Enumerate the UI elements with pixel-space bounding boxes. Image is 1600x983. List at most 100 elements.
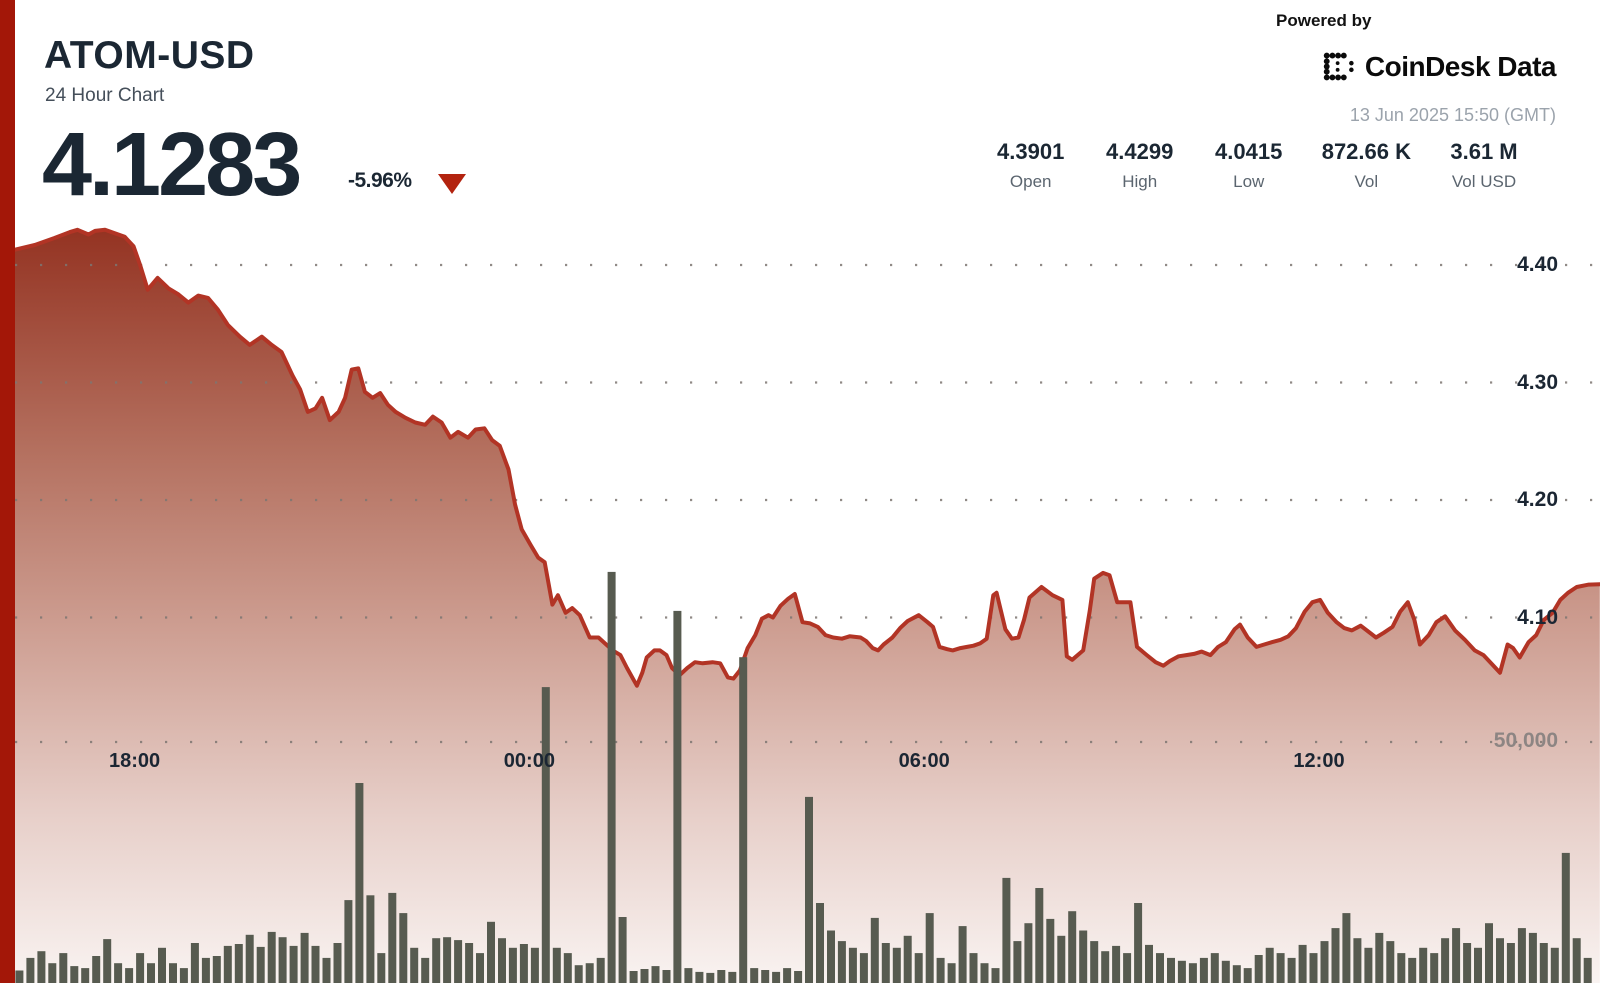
volume-bar: [1583, 957, 1592, 983]
volume-bar: [837, 941, 846, 983]
volume-bar: [256, 946, 265, 983]
stat-high-value: 4.4299: [1106, 139, 1174, 164]
volume-bar: [585, 963, 594, 983]
volume-bar: [114, 963, 123, 983]
stat-vol-usd-value: 3.61 M: [1450, 139, 1518, 164]
volume-bar: [1221, 960, 1230, 983]
x-axis-label: 00:00: [503, 750, 555, 772]
x-axis-label: 18:00: [108, 750, 161, 772]
volume-bar: [1057, 935, 1066, 983]
volume-bar: [629, 971, 638, 983]
volume-bar: [245, 934, 254, 983]
stat-open-label: Open: [1009, 172, 1052, 191]
x-axis-label: 12:00: [1293, 750, 1345, 772]
volume-bar: [563, 953, 572, 983]
volume-bar: [695, 971, 704, 983]
volume-bar: [267, 931, 276, 983]
volume-bar: [487, 921, 495, 983]
volume-bar: [1276, 953, 1285, 983]
volume-bar: [421, 957, 430, 983]
volume-bar: [1397, 953, 1406, 983]
left-accent-bar: [0, 0, 15, 983]
volume-bar: [991, 968, 1000, 983]
volume-bar: [1375, 932, 1384, 983]
volume-bar: [311, 945, 320, 983]
volume-bar: [772, 971, 781, 983]
y-axis-price-label: 4.30: [1517, 370, 1558, 394]
volume-bar: [432, 938, 441, 983]
volume-bar: [169, 963, 177, 983]
volume-bar: [179, 968, 188, 983]
stat-low-label: Low: [1233, 172, 1265, 191]
volume-bar: [980, 963, 989, 983]
stat-low: 4.0415 Low: [1213, 139, 1285, 192]
volume-bar: [454, 940, 463, 983]
volume-bar: [70, 966, 79, 983]
volume-bar: [1419, 947, 1428, 983]
volume-bar: [48, 963, 57, 983]
stat-low-value: 4.0415: [1215, 139, 1283, 164]
volume-bar: [1265, 947, 1274, 983]
volume-bar: [651, 966, 660, 983]
volume-bar: [958, 926, 967, 983]
volume-bar: [1496, 938, 1504, 983]
page-title-symbol: ATOM-USD: [44, 34, 255, 77]
volume-bar: [1342, 913, 1351, 983]
volume-bar: [410, 947, 419, 983]
volume-bar: [476, 953, 484, 983]
volume-bar: [465, 943, 474, 983]
volume-bar: [1232, 965, 1241, 983]
stat-vol-usd: 3.61 M Vol USD: [1448, 139, 1520, 192]
volume-bar: [377, 953, 386, 983]
coindesk-data-logo: CoinDesk Data: [1322, 50, 1557, 83]
volume-bar: [1452, 928, 1461, 983]
volume-bar: [388, 892, 397, 983]
volume-bar: [1024, 923, 1033, 983]
volume-bar: [1561, 852, 1570, 983]
volume-bar: [662, 970, 671, 983]
volume-bar: [399, 913, 408, 983]
volume-bar: [322, 957, 331, 983]
volume-bar: [1254, 955, 1263, 983]
volume-bar: [1463, 943, 1472, 983]
volume-bar: [1177, 960, 1186, 983]
stat-vol-label: Vol: [1354, 172, 1379, 191]
volume-bar: [596, 957, 605, 983]
volume-bar: [1528, 932, 1537, 983]
volume-bar: [1309, 953, 1318, 983]
volume-bar: [618, 917, 627, 983]
volume-bar: [1517, 928, 1526, 983]
volume-bar: [640, 969, 649, 983]
volume-bar: [300, 932, 309, 983]
volume-bar: [333, 943, 342, 983]
volume-bar: [125, 968, 134, 983]
volume-bar: [1002, 877, 1011, 983]
volume-bar: [1353, 938, 1362, 983]
coindesk-logo-icon: [1322, 50, 1358, 83]
stat-high: 4.4299 High: [1104, 139, 1176, 192]
price-area-fill: [15, 229, 1600, 983]
volume-bar: [1035, 888, 1044, 983]
chart-timestamp: 13 Jun 2025 15:50 (GMT): [1349, 105, 1556, 125]
volume-bar: [969, 953, 978, 983]
volume-bar: [684, 968, 693, 983]
volume-bar: [1013, 941, 1022, 983]
volume-bar: [147, 963, 155, 983]
volume-bar: [1539, 943, 1548, 983]
stat-high-label: High: [1122, 172, 1158, 191]
volume-bar: [81, 968, 90, 983]
price-change-percent: -5.96%: [348, 169, 412, 192]
volume-bar: [805, 796, 813, 983]
volume-bar: [552, 947, 561, 983]
volume-bar: [59, 953, 68, 983]
volume-bar: [366, 895, 375, 983]
volume-bar: [827, 930, 835, 983]
volume-bar: [783, 968, 792, 983]
volume-bar: [1364, 947, 1373, 983]
volume-bar: [1287, 957, 1296, 983]
volume-bar: [947, 963, 956, 983]
volume-bar: [1485, 923, 1493, 983]
stat-open: 4.3901 Open: [995, 139, 1067, 192]
chart-subtitle: 24 Hour Chart: [45, 85, 165, 106]
